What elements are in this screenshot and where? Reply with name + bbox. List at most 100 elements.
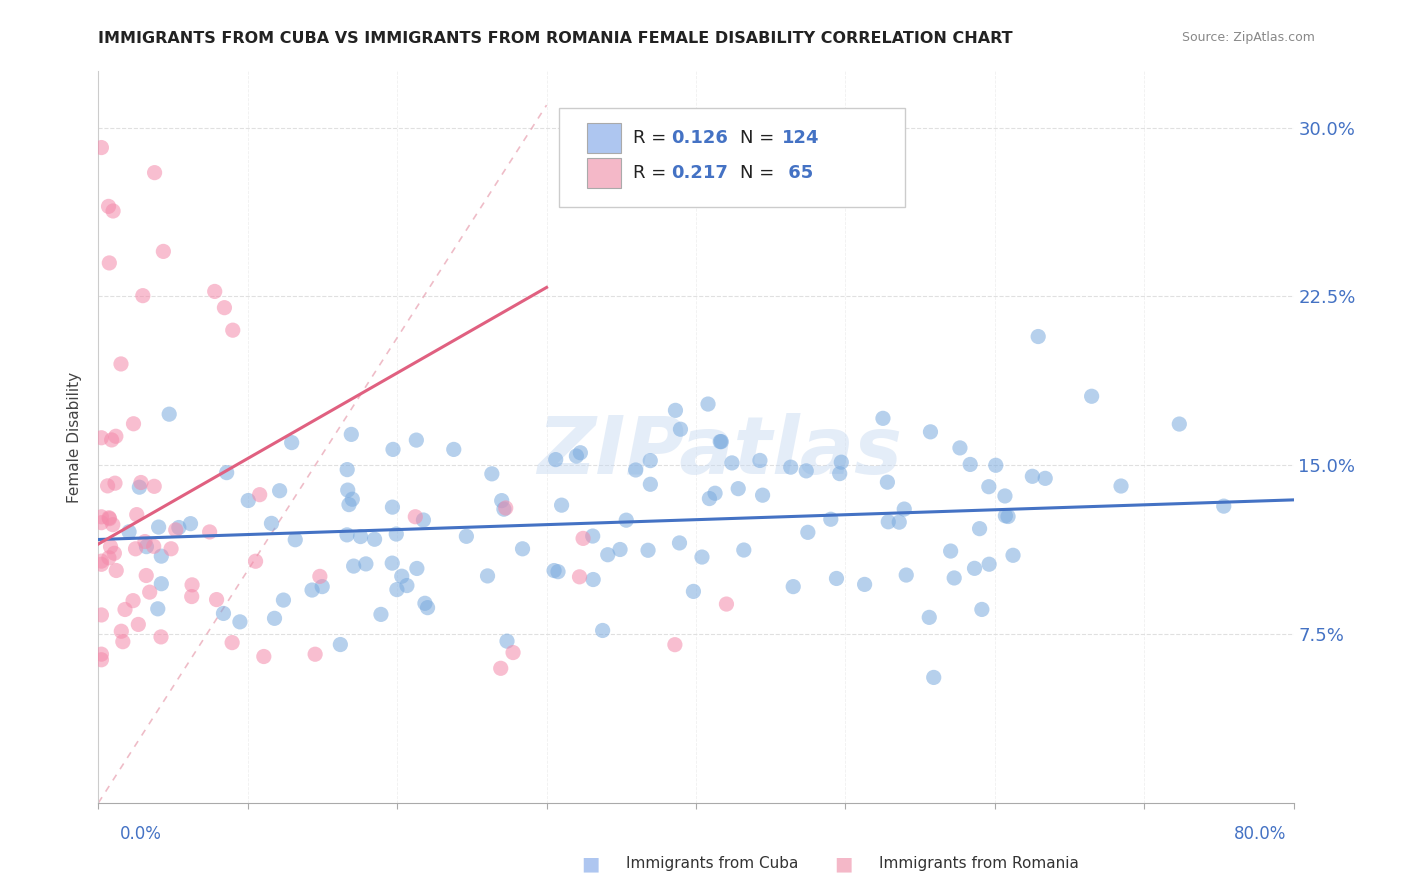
Point	[550, 498, 572, 512]
Point	[180, 590, 202, 604]
Point	[214, 301, 236, 315]
Text: 65: 65	[782, 164, 813, 182]
Point	[669, 422, 692, 436]
Point	[385, 582, 408, 597]
Point	[920, 425, 942, 439]
Point	[825, 571, 848, 585]
Point	[98, 510, 121, 524]
Point	[828, 467, 851, 481]
Point	[697, 397, 720, 411]
Point	[491, 493, 513, 508]
Text: N =: N =	[740, 164, 780, 182]
Point	[1026, 329, 1049, 343]
Point	[143, 479, 166, 493]
Point	[114, 602, 136, 616]
Point	[301, 582, 323, 597]
Point	[512, 541, 534, 556]
Point	[129, 475, 152, 490]
Text: 0.126: 0.126	[671, 129, 728, 147]
Point	[370, 607, 392, 622]
Point	[748, 453, 770, 467]
Point	[502, 646, 524, 660]
Point	[568, 570, 591, 584]
Point	[329, 638, 352, 652]
Point	[101, 517, 124, 532]
Point	[280, 435, 302, 450]
Point	[90, 516, 112, 530]
Point	[830, 455, 852, 469]
Point	[215, 466, 238, 480]
Point	[1212, 499, 1234, 513]
Text: Source: ZipAtlas.com: Source: ZipAtlas.com	[1181, 31, 1315, 45]
Point	[495, 500, 517, 515]
Point	[354, 557, 377, 571]
Point	[543, 564, 565, 578]
Point	[260, 516, 283, 531]
Point	[733, 543, 755, 558]
Point	[876, 475, 898, 490]
Point	[100, 540, 122, 554]
Point	[1080, 389, 1102, 403]
Point	[492, 502, 515, 516]
Point	[103, 546, 125, 560]
Point	[150, 549, 173, 563]
Point	[273, 593, 295, 607]
Point	[582, 573, 605, 587]
Point	[416, 600, 439, 615]
Point	[181, 578, 204, 592]
Point	[104, 476, 127, 491]
Point	[100, 433, 122, 447]
Point	[1168, 417, 1191, 431]
Point	[963, 561, 986, 575]
Point	[304, 647, 326, 661]
Point	[668, 536, 690, 550]
Y-axis label: Female Disability: Female Disability	[67, 371, 83, 503]
Text: Immigrants from Romania: Immigrants from Romania	[879, 856, 1078, 871]
Text: 80.0%: 80.0%	[1234, 825, 1286, 843]
Point	[406, 561, 429, 575]
Point	[97, 479, 120, 493]
Point	[979, 558, 1001, 572]
Bar	[588, 122, 620, 153]
Point	[710, 434, 733, 449]
Point	[132, 288, 155, 302]
Point	[381, 500, 404, 515]
Point	[238, 493, 260, 508]
Point	[994, 508, 1017, 523]
Point	[249, 488, 271, 502]
Bar	[588, 158, 620, 188]
Point	[385, 527, 408, 541]
Point	[90, 607, 112, 622]
Point	[544, 452, 567, 467]
Point	[337, 498, 360, 512]
Text: R =: R =	[633, 164, 672, 182]
Point	[308, 569, 330, 583]
Point	[391, 569, 413, 583]
Point	[363, 533, 385, 547]
Point	[253, 649, 276, 664]
Text: ZIPatlas: ZIPatlas	[537, 413, 903, 491]
Point	[922, 670, 945, 684]
Point	[582, 529, 605, 543]
Point	[138, 585, 160, 599]
Point	[90, 431, 112, 445]
Point	[727, 482, 749, 496]
Point	[592, 624, 614, 638]
Point	[751, 488, 773, 502]
Point	[381, 556, 404, 570]
Point	[90, 647, 112, 661]
Point	[311, 580, 333, 594]
Point	[405, 433, 427, 447]
Point	[624, 463, 647, 477]
Point	[122, 417, 145, 431]
Point	[596, 548, 619, 562]
Point	[157, 407, 180, 421]
Point	[404, 509, 426, 524]
Point	[142, 539, 165, 553]
Point	[716, 597, 738, 611]
Point	[111, 634, 134, 648]
Point	[709, 434, 731, 449]
Point	[160, 541, 183, 556]
Text: 0.0%: 0.0%	[120, 825, 162, 843]
Point	[572, 532, 595, 546]
